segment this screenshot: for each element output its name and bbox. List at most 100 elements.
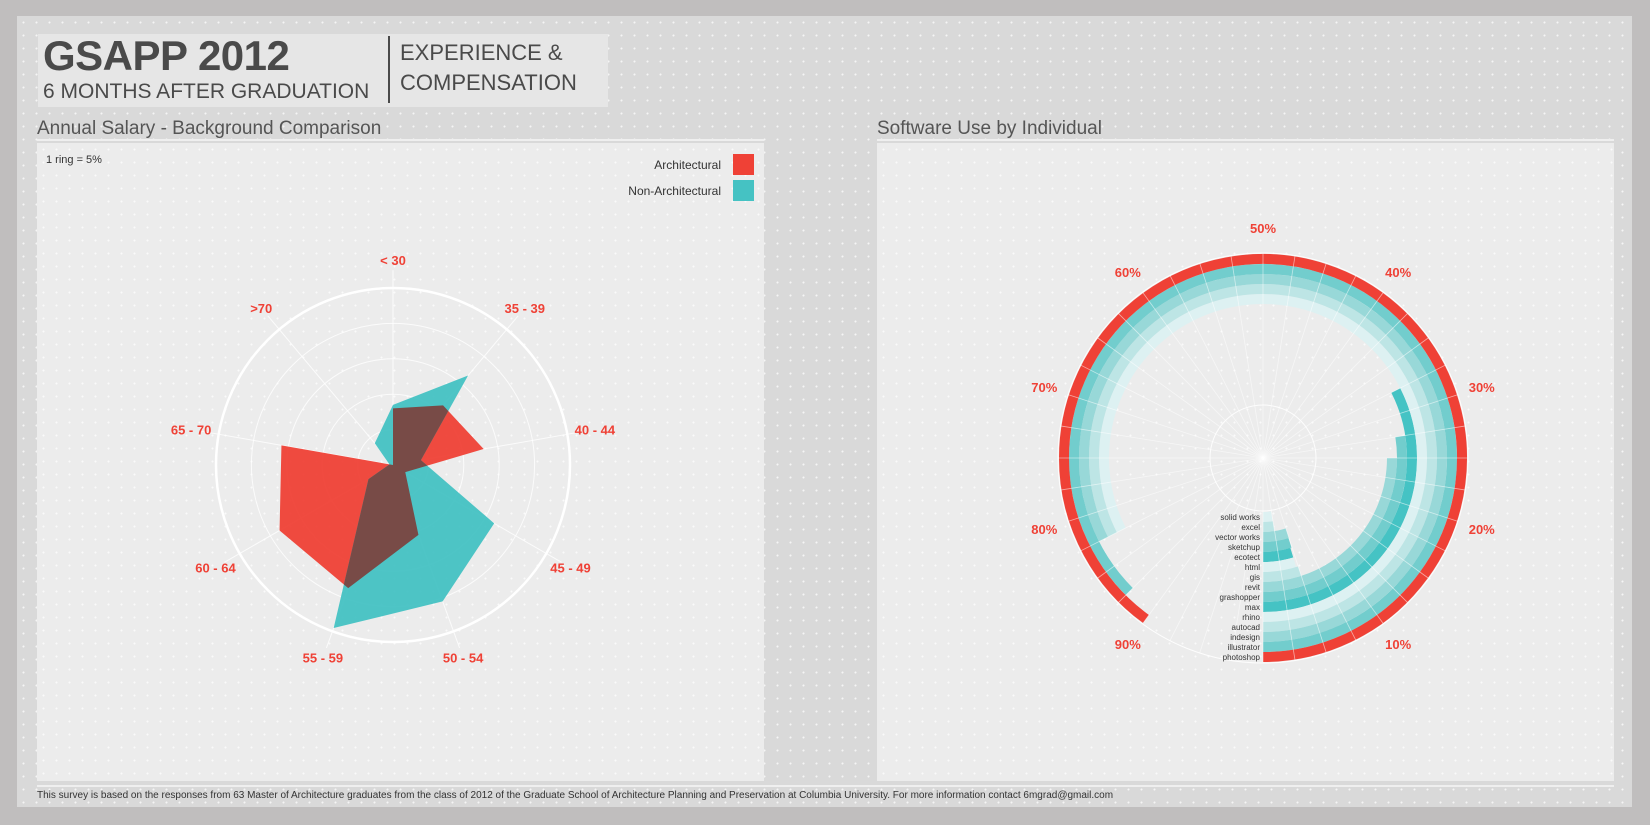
grid-spoke (1262, 262, 1327, 459)
bar-autocad (1089, 284, 1437, 632)
bar-solid-works (1262, 511, 1273, 522)
divider (37, 139, 764, 141)
axis-label: < 30 (380, 253, 406, 268)
category-label: gis (1250, 573, 1260, 582)
axis-label: 35 - 39 (505, 301, 545, 316)
grid-spoke (1169, 457, 1264, 641)
legend-swatch-teal (733, 180, 754, 201)
grid-spoke (1262, 255, 1296, 459)
category-label: autocad (1232, 623, 1260, 632)
category-label: vector works (1215, 533, 1260, 542)
tick-label: 70% (1031, 380, 1057, 395)
tick-label: 80% (1031, 522, 1057, 537)
grid-spoke (1262, 425, 1466, 459)
tick-label: 10% (1385, 637, 1411, 652)
software-radial-chart: solid works excel vector works sketchup ecot… (877, 143, 1614, 781)
topic-line-1: EXPERIENCE & (400, 40, 563, 65)
grid-spoke (1262, 457, 1459, 522)
tick-label: 30% (1469, 380, 1495, 395)
legend-item-architectural: Architectural (654, 154, 754, 175)
axis-label: 50 - 54 (443, 651, 484, 666)
grid-spoke (1199, 457, 1264, 654)
legend-item-non-architectural: Non-Architectural (628, 180, 754, 201)
axis-label: 40 - 44 (575, 422, 616, 437)
grid-spoke (1262, 364, 1446, 459)
category-label: max (1245, 603, 1260, 612)
category-label: solid works (1220, 513, 1260, 522)
category-label: ecotect (1234, 553, 1261, 562)
grid-spoke (1230, 255, 1264, 459)
grid-spoke (1169, 275, 1264, 459)
category-label: html (1245, 563, 1260, 572)
grid-spoke (201, 430, 394, 466)
footer-note: This survey is based on the responses fr… (37, 790, 1114, 801)
grid-spoke (1067, 457, 1264, 522)
grid-spoke (1096, 337, 1264, 459)
page-title: GSAPP 2012 (43, 32, 290, 79)
category-label: sketchup (1228, 543, 1261, 552)
category-label: illustrator (1228, 643, 1261, 652)
category-label: revit (1245, 583, 1261, 592)
footer-divider (37, 785, 1614, 787)
grid-spoke (1262, 457, 1446, 552)
grid-spoke (1142, 291, 1264, 459)
header: GSAPP 2012 6 MONTHS AFTER GRADUATION EXP… (38, 32, 608, 107)
grid-spoke (1262, 457, 1384, 625)
tick-label: 50% (1250, 221, 1276, 236)
bar-indesign (1079, 274, 1447, 642)
grid-spoke (1096, 457, 1264, 579)
bar-excel (1262, 521, 1275, 532)
category-label: grashopper (1220, 593, 1261, 602)
bar-grashopper (1262, 435, 1407, 602)
grid-spoke (1262, 312, 1409, 459)
grid-spoke (1262, 457, 1296, 661)
axis-label: 65 - 70 (171, 422, 211, 437)
grid-spoke (1262, 275, 1357, 459)
divider (877, 139, 1614, 141)
axis-label: 55 - 59 (303, 651, 343, 666)
grid-spoke (1060, 457, 1264, 491)
axis-label: 60 - 64 (195, 561, 236, 576)
bar-ecotect (1262, 547, 1294, 562)
grid-spoke (1262, 457, 1357, 641)
legend-swatch-red (733, 154, 754, 175)
grid-spoke (1262, 394, 1459, 459)
grid-spoke (267, 315, 394, 466)
radar-svg: < 30 35 - 39 40 - 44 45 - 49 50 - 54 55 - 59 6… (171, 253, 616, 666)
tick-label: 90% (1115, 637, 1141, 652)
category-label: rhino (1242, 613, 1260, 622)
category-label: indesign (1230, 633, 1260, 642)
page-subtitle: 6 MONTHS AFTER GRADUATION (43, 80, 370, 103)
grid-spoke (1262, 291, 1384, 459)
grid-spoke (1262, 457, 1327, 654)
legend-label: Non-Architectural (628, 183, 721, 198)
header-divider (388, 36, 390, 103)
axis-label: 45 - 49 (550, 561, 590, 576)
bar-html (1262, 557, 1297, 572)
legend-label: Architectural (654, 157, 721, 172)
salary-radar-chart: 1 ring = 5% Architectural Non-Architectu… (37, 143, 764, 781)
grid-spoke (1060, 425, 1264, 459)
bar-rhino (1099, 294, 1427, 622)
grid-spoke (1080, 364, 1264, 459)
grid-spoke (1262, 337, 1430, 459)
grid-spoke (1080, 457, 1264, 552)
software-chart-title: Software Use by Individual (877, 118, 1102, 139)
tick-label: 20% (1469, 522, 1495, 537)
grid-spoke (1262, 457, 1430, 579)
category-label: photoshop (1223, 653, 1261, 662)
grid-spoke (1199, 262, 1264, 459)
grid-spoke (1117, 457, 1264, 604)
bar-illustrator (1069, 264, 1457, 652)
tick-label: 40% (1385, 265, 1411, 280)
grid-spoke (1230, 457, 1264, 661)
grid-spoke (1262, 457, 1466, 491)
topic-line-2: COMPENSATION (400, 70, 577, 95)
grid-spoke (1262, 457, 1409, 604)
ring-note: 1 ring = 5% (46, 154, 102, 166)
salary-chart-title: Annual Salary - Background Comparison (37, 118, 382, 139)
axis-label: >70 (250, 301, 272, 316)
category-label: excel (1241, 523, 1260, 532)
tick-label: 60% (1115, 265, 1141, 280)
